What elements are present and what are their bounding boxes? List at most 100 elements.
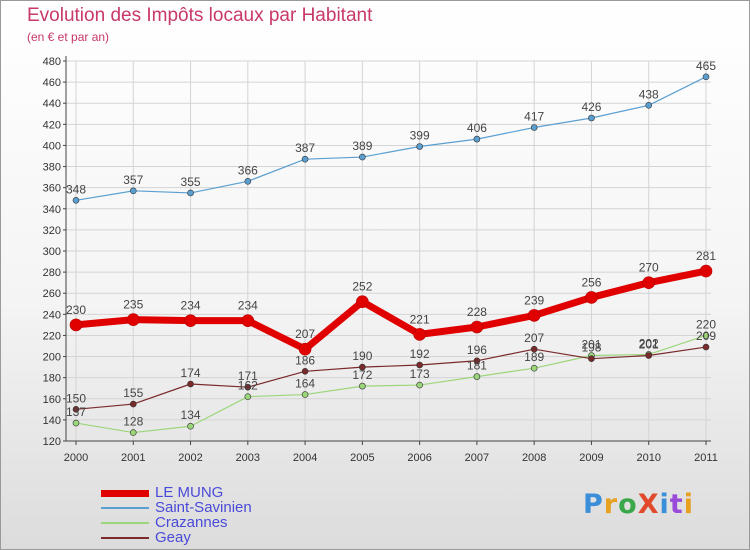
point-saint-savinien-2001 [129,187,137,195]
point-geay-2003 [244,383,252,391]
y-tick-label-340: 340 [43,204,61,216]
data-label-le-mung-2003: 234 [238,299,258,313]
y-tick-label-260: 260 [43,288,61,300]
axes [63,56,711,445]
chart-subtitle: (en € et par an) [27,30,110,44]
x-tick-label-2005: 2005 [350,452,374,464]
data-label-crazannes-2005: 172 [352,368,372,382]
data-label-saint-savinien-2003: 366 [238,163,258,177]
point-geay-2000 [72,406,80,413]
y-tick-label-380: 380 [43,162,61,174]
point-saint-savinien-2005 [359,153,366,161]
y-tick-label-220: 220 [43,330,61,342]
x-tick-label-2007: 2007 [465,452,489,464]
proxiti-logo: ProXiti [583,489,694,520]
y-tick-label-460: 460 [43,77,61,89]
data-label-geay-2002: 174 [181,366,201,380]
point-crazannes-2011 [702,332,710,339]
data-label-le-mung-2009: 256 [581,275,601,289]
point-crazannes-2008 [530,364,538,372]
data-label-le-mung-2006: 221 [410,312,430,326]
logo-letter: P [583,489,604,520]
chart-title: Evolution des Impôts locaux par Habitant [27,5,373,26]
data-label-le-mung-2008: 239 [524,293,544,307]
point-le-mung-2005 [356,295,369,308]
data-label-geay-2007: 196 [467,343,487,357]
data-label-le-mung-2011: 281 [696,249,716,263]
legend-item-geay: Geay [101,529,361,546]
data-label-le-mung-2001: 235 [123,298,143,312]
y-tick-labels: 120 140 160 180 200 220 240 260 280 300 320 340 360 3… [43,56,61,448]
data-label-saint-savinien-2002: 355 [181,175,201,189]
data-label-le-mung-2000: 230 [66,303,86,317]
x-tick-label-2004: 2004 [293,452,317,464]
x-tick-label-2003: 2003 [236,452,260,464]
data-label-geay-2010: 201 [639,338,659,352]
logo-letter: i [683,489,694,520]
point-geay-2009 [588,355,595,362]
data-label-le-mung-2004: 207 [295,327,315,341]
point-geay-2008 [530,345,538,353]
y-tick-label-200: 200 [43,352,61,364]
data-label-le-mung-2002: 234 [181,299,201,313]
point-le-mung-2004 [298,342,312,356]
data-label-geay-2000: 150 [66,391,86,405]
data-label-crazannes-2001: 128 [123,415,143,429]
point-crazannes-2005 [359,382,366,390]
legend-swatch-geay [101,537,149,539]
data-label-crazannes-2008: 189 [524,350,544,364]
series-line-saint-savinien [75,76,707,201]
series-line-crazannes [75,334,707,434]
point-crazannes-2000 [72,419,80,427]
legend-swatch-saint-savinien [101,507,149,509]
point-geay-2006 [416,361,423,369]
point-saint-savinien-2011 [702,73,710,81]
data-label-saint-savinien-2008: 417 [524,110,544,124]
point-saint-savinien-2007 [473,135,481,143]
y-tick-label-300: 300 [43,246,61,258]
x-tick-label-2006: 2006 [407,452,431,464]
point-saint-savinien-2008 [530,124,538,131]
data-label-crazannes-2000: 137 [66,405,86,419]
x-tick-labels: 2000 2001 2002 2003 2004 2005 2006 2007 2008 2009… [64,452,718,464]
data-label-saint-savinien-2011: 465 [696,59,716,73]
x-tick-label-2008: 2008 [522,452,546,464]
logo-letter: X [637,489,660,520]
data-label-saint-savinien-2005: 389 [352,139,372,153]
data-label-crazannes-2004: 164 [295,377,315,391]
data-label-saint-savinien-2000: 348 [66,182,86,196]
y-tick-label-420: 420 [43,119,61,131]
x-tick-label-2011: 2011 [694,452,718,464]
data-label-geay-2011: 209 [696,329,716,343]
y-tick-label-180: 180 [43,373,61,385]
point-geay-2001 [129,400,137,408]
logo-letter: i [659,489,670,520]
x-tick-label-2000: 2000 [64,452,88,464]
y-tick-label-240: 240 [43,309,61,321]
point-le-mung-2002 [184,314,197,327]
logo-letter: t [669,489,684,520]
y-tick-label-160: 160 [43,394,61,406]
data-label-saint-savinien-2010: 438 [639,87,659,101]
x-tick-label-2002: 2002 [178,452,202,464]
data-label-le-mung-2005: 252 [352,280,372,294]
y-tick-label-320: 320 [43,225,61,237]
data-label-geay-2009: 198 [581,341,601,355]
point-geay-2002 [187,380,194,388]
point-le-mung-2011 [699,264,713,278]
point-crazannes-2001 [129,429,137,436]
series-line-le-mung [75,267,707,353]
y-tick-label-480: 480 [43,56,61,68]
y-tick-label-280: 280 [43,267,61,279]
point-le-mung-2010 [642,276,656,289]
data-label-crazannes-2007: 181 [467,359,487,373]
data-label-crazannes-2003: 162 [238,379,258,393]
legend-item-saint-savinien: Saint-Savinien [101,499,361,516]
data-label-geay-2003: 171 [238,369,258,383]
point-le-mung-2009 [585,291,598,304]
point-saint-savinien-2000 [72,197,80,204]
data-label-le-mung-2007: 228 [467,305,487,319]
y-tick-label-140: 140 [43,415,61,427]
data-label-saint-savinien-2009: 426 [581,100,601,114]
